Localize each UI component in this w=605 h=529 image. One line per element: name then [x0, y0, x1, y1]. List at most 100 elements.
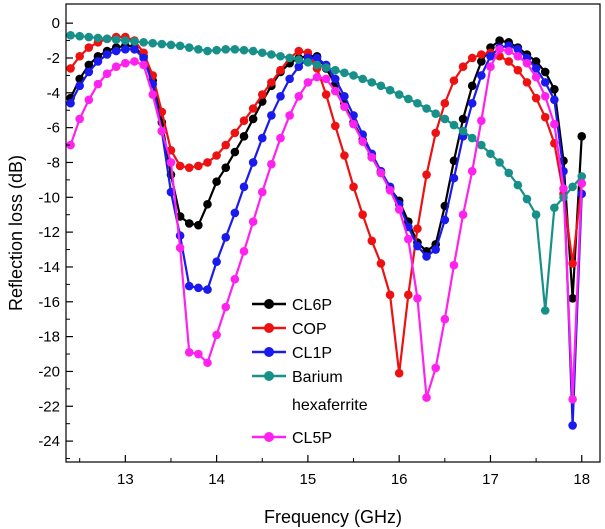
data-point	[531, 210, 541, 220]
data-point	[367, 236, 377, 246]
data-point	[221, 163, 231, 172]
data-point	[239, 132, 249, 141]
data-point	[513, 65, 523, 75]
data-point	[230, 44, 240, 54]
data-point	[75, 51, 84, 61]
data-point	[467, 81, 477, 91]
data-point	[75, 31, 84, 41]
data-point	[257, 133, 267, 143]
data-point	[522, 78, 532, 87]
data-point	[84, 95, 94, 105]
data-point	[330, 86, 340, 96]
x-tick-label: 16	[391, 471, 408, 488]
data-point	[477, 50, 486, 59]
data-point	[458, 126, 468, 136]
data-point	[385, 290, 395, 300]
data-point	[413, 98, 422, 108]
data-point	[230, 208, 240, 218]
data-point	[230, 147, 240, 157]
data-point	[166, 158, 176, 167]
data-point	[184, 163, 194, 172]
data-point	[294, 62, 304, 71]
data-point	[139, 53, 148, 63]
data-point	[349, 119, 358, 129]
data-point	[458, 62, 468, 71]
y-tick-label: -6	[47, 120, 60, 137]
x-tick-label: 13	[117, 471, 134, 488]
data-point	[111, 35, 121, 44]
data-point	[194, 44, 203, 54]
data-point	[257, 90, 267, 99]
y-axis: 0 -2 -4 -6 -8 -10 -12 -14 -16 -18 -20 -22 -24	[38, 15, 73, 460]
data-point	[321, 74, 331, 84]
data-point	[376, 81, 386, 91]
data-point	[267, 78, 276, 87]
data-point	[495, 44, 504, 54]
data-point	[294, 46, 304, 56]
data-point	[413, 241, 422, 251]
data-point	[66, 64, 75, 73]
data-point	[294, 55, 304, 65]
data-point	[449, 76, 459, 85]
x-tick-label: 15	[300, 471, 317, 488]
x-tick-label: 14	[208, 471, 225, 488]
data-point	[385, 85, 395, 95]
data-point	[121, 58, 130, 68]
data-point	[203, 199, 212, 209]
data-point	[166, 40, 176, 50]
data-point	[404, 290, 413, 300]
data-point	[194, 349, 203, 359]
data-point	[84, 32, 94, 42]
data-point	[230, 128, 240, 138]
data-point	[312, 72, 322, 82]
data-point	[276, 92, 285, 101]
data-point	[358, 137, 367, 146]
data-point	[577, 132, 587, 141]
data-point	[495, 158, 504, 167]
data-point	[486, 51, 495, 61]
data-point	[75, 81, 84, 91]
data-point	[184, 281, 194, 291]
data-point	[376, 168, 386, 178]
data-point	[194, 161, 203, 171]
data-point	[102, 50, 112, 59]
data-point	[194, 283, 203, 293]
data-point	[203, 46, 212, 56]
data-point	[248, 104, 258, 113]
data-point	[531, 57, 541, 66]
data-point	[394, 368, 404, 378]
legend-swatch-marker	[264, 432, 274, 442]
data-point	[184, 219, 194, 228]
data-point	[203, 158, 212, 167]
data-point	[276, 51, 285, 61]
data-point	[540, 78, 550, 87]
data-point	[212, 177, 221, 186]
data-point	[495, 36, 504, 45]
data-point	[358, 74, 367, 84]
data-point	[431, 128, 440, 138]
data-point	[321, 63, 331, 72]
data-point	[349, 182, 358, 192]
legend-label: CL5P	[292, 430, 332, 447]
data-point	[376, 259, 386, 268]
x-axis-label: Frequency (GHz)	[264, 507, 402, 527]
data-point	[93, 57, 103, 66]
data-point	[431, 109, 440, 119]
data-point	[93, 33, 103, 43]
data-point	[121, 44, 130, 54]
data-point	[404, 94, 413, 104]
data-point	[504, 46, 514, 56]
data-point	[330, 121, 340, 131]
data-point	[230, 274, 240, 284]
x-tick-label: 17	[482, 471, 499, 488]
data-point	[477, 116, 486, 125]
data-point	[239, 182, 249, 192]
data-point	[130, 37, 139, 46]
y-tick-label: -14	[38, 259, 60, 276]
data-point	[431, 245, 440, 254]
data-point	[194, 220, 203, 230]
data-point	[531, 64, 541, 73]
data-point	[221, 233, 231, 242]
y-tick-label: -12	[38, 224, 60, 241]
data-point	[577, 179, 587, 188]
